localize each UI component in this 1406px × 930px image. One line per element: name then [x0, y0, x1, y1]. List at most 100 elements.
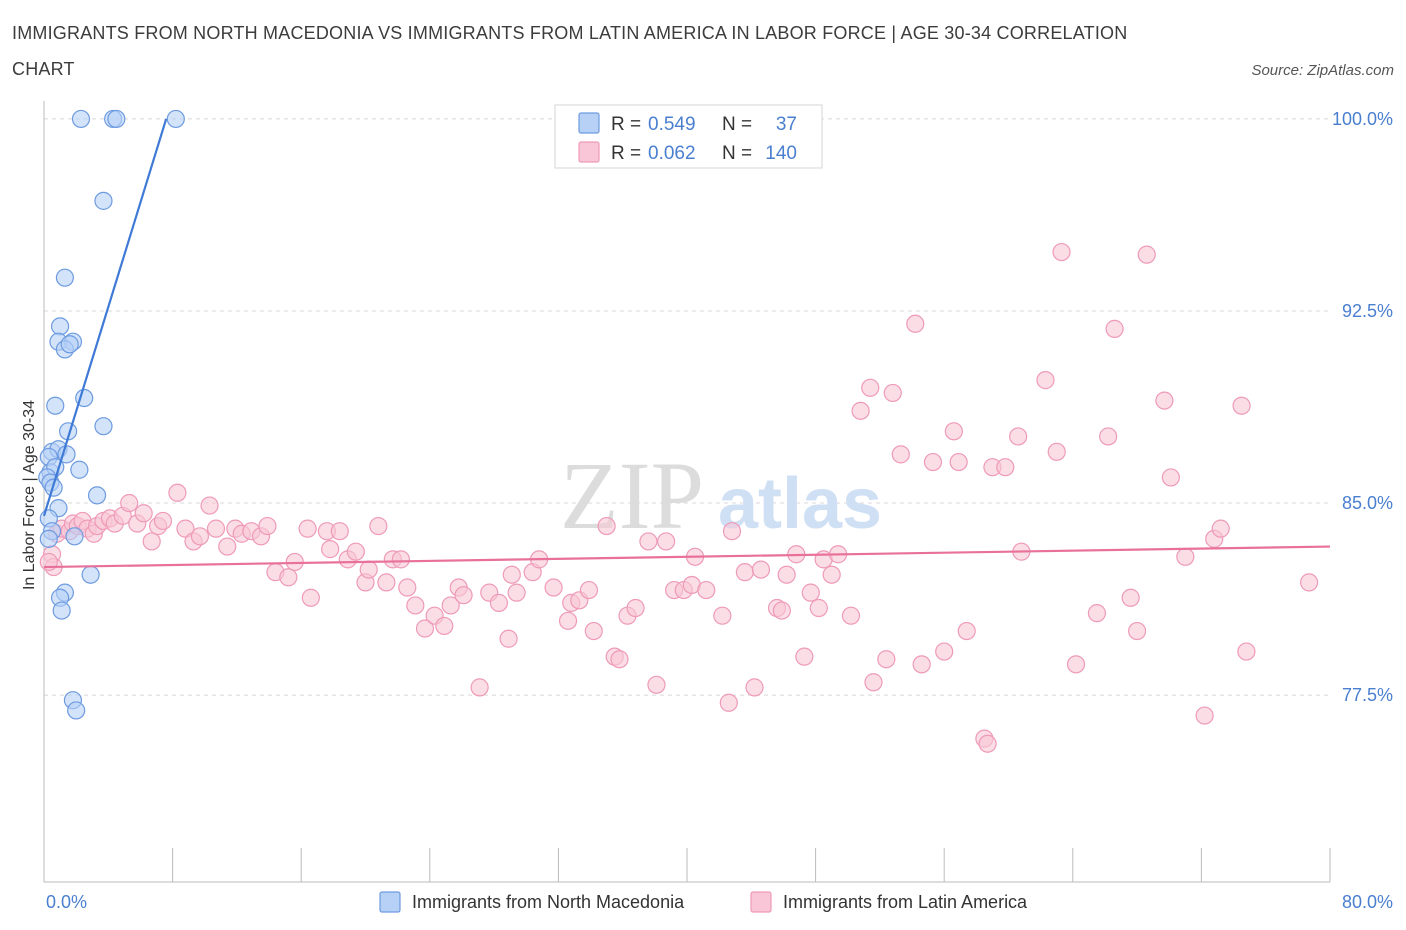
latin-point-110 [935, 642, 954, 661]
latin-point-22 [176, 519, 195, 538]
latin-point-115 [978, 734, 997, 753]
source-label: Source: ZipAtlas.com [1251, 62, 1394, 79]
macedonia-point-21 [70, 460, 89, 479]
watermark: ZIP atlas [560, 442, 882, 549]
latin-point-108 [912, 655, 931, 674]
latin-point-66 [558, 611, 578, 630]
series-legend-swatch-blue [379, 891, 401, 913]
latin-point-88 [745, 678, 764, 697]
macedonia-point-13 [94, 417, 113, 436]
chart-title-line2: CHART [12, 59, 75, 79]
y-tick-labels: 100.0% 92.5% 85.0% 77.5% [1332, 109, 1393, 705]
macedonia-point-29 [39, 529, 58, 548]
legend-swatch-pink [578, 141, 600, 163]
latin-point-42 [346, 542, 365, 561]
latin-point-135 [1211, 519, 1230, 538]
latin-point-15 [120, 493, 139, 513]
axes [43, 101, 1331, 883]
macedonia-point-34 [52, 601, 71, 620]
latin-point-109 [923, 452, 943, 472]
macedonia-point-5 [55, 268, 74, 287]
latin-point-133 [1195, 706, 1214, 725]
latin-point-77 [647, 675, 666, 694]
latin-point-36 [298, 519, 317, 538]
legend-r-value-2: 0.062 [648, 143, 696, 164]
latin-point-75 [626, 598, 645, 618]
latin-point-65 [544, 578, 563, 597]
macedonia-point-4 [94, 191, 113, 210]
legend-r-label-1: R = [611, 114, 641, 135]
latin-point-78 [657, 532, 676, 551]
latin-point-120 [1036, 371, 1055, 390]
series-legend: Immigrants from North Macedonia Immigran… [379, 891, 1028, 913]
latin-point-26 [206, 519, 226, 538]
x-tick-label-1: 80.0% [1342, 892, 1393, 912]
macedonia-point-30 [65, 527, 84, 546]
latin-point-56 [454, 586, 473, 605]
latin-point-46 [377, 573, 396, 592]
y-tick-label-2: 85.0% [1342, 493, 1393, 513]
latin-point-27 [218, 537, 237, 556]
latin-point-25 [200, 496, 219, 515]
x-tick-labels: 0.0% 80.0% [46, 892, 1393, 912]
macedonia-point-3 [166, 109, 185, 129]
latin-point-18 [142, 532, 161, 551]
legend-n-value-2: 140 [765, 143, 797, 164]
macedonia-point-36 [67, 701, 86, 720]
latin-point-73 [610, 650, 629, 669]
latin-point-96 [809, 598, 828, 618]
latin-point-32 [258, 516, 277, 536]
latin-point-62 [507, 583, 526, 602]
latin-point-48 [391, 550, 410, 569]
latin-point-83 [697, 580, 716, 600]
latin-point-138 [1300, 573, 1319, 592]
legend-n-value-1: 37 [776, 114, 797, 135]
macedonia-point-0 [71, 109, 91, 129]
y-axis-label: In Labor Force | Age 30-34 [21, 400, 38, 590]
series-legend-label-blue: Immigrants from North Macedonia [412, 892, 685, 912]
latin-point-118 [1009, 427, 1028, 446]
legend-n-label-1: N = [722, 114, 752, 135]
latin-point-131 [1161, 468, 1180, 487]
macedonia-point-12 [46, 396, 65, 415]
latin-point-17 [134, 504, 153, 523]
trend-line-north-macedonia [42, 118, 168, 517]
latin-point-51 [415, 619, 435, 638]
latin-point-61 [502, 565, 521, 584]
legend-swatch-blue [578, 112, 600, 134]
legend-r-label-2: R = [611, 143, 641, 164]
legend-r-value-1: 0.549 [648, 114, 696, 135]
latin-point-60 [499, 629, 518, 648]
latin-point-34 [279, 568, 298, 587]
latin-point-123 [1066, 655, 1086, 674]
latin-point-100 [841, 606, 861, 625]
latin-point-127 [1121, 588, 1140, 607]
latin-point-101 [851, 401, 870, 420]
macedonia-point-2 [107, 109, 126, 129]
latin-point-103 [864, 673, 883, 692]
macedonia-point-6 [50, 317, 70, 336]
latin-point-84 [713, 606, 732, 625]
latin-point-91 [772, 601, 791, 620]
macedonia-point-31 [81, 565, 100, 584]
legend-n-label-2: N = [722, 143, 752, 164]
latin-point-130 [1155, 391, 1174, 410]
y-tick-label-0: 100.0% [1332, 109, 1393, 129]
latin-point-128 [1127, 621, 1147, 641]
latin-point-50 [406, 596, 425, 615]
latin-point-44 [359, 560, 378, 579]
latin-point-113 [957, 621, 976, 641]
series-legend-swatch-pink [750, 891, 772, 913]
latin-point-59 [489, 593, 509, 612]
latin-point-112 [949, 452, 968, 472]
latin-point-126 [1105, 319, 1124, 338]
latin-point-71 [597, 516, 616, 536]
latin-point-53 [435, 616, 454, 636]
latin-point-85 [719, 693, 738, 712]
latin-point-54 [441, 596, 460, 615]
north-macedonia-points [38, 109, 185, 720]
latin-point-125 [1099, 427, 1118, 446]
latin-point-132 [1176, 547, 1195, 566]
latin-point-57 [470, 678, 489, 697]
